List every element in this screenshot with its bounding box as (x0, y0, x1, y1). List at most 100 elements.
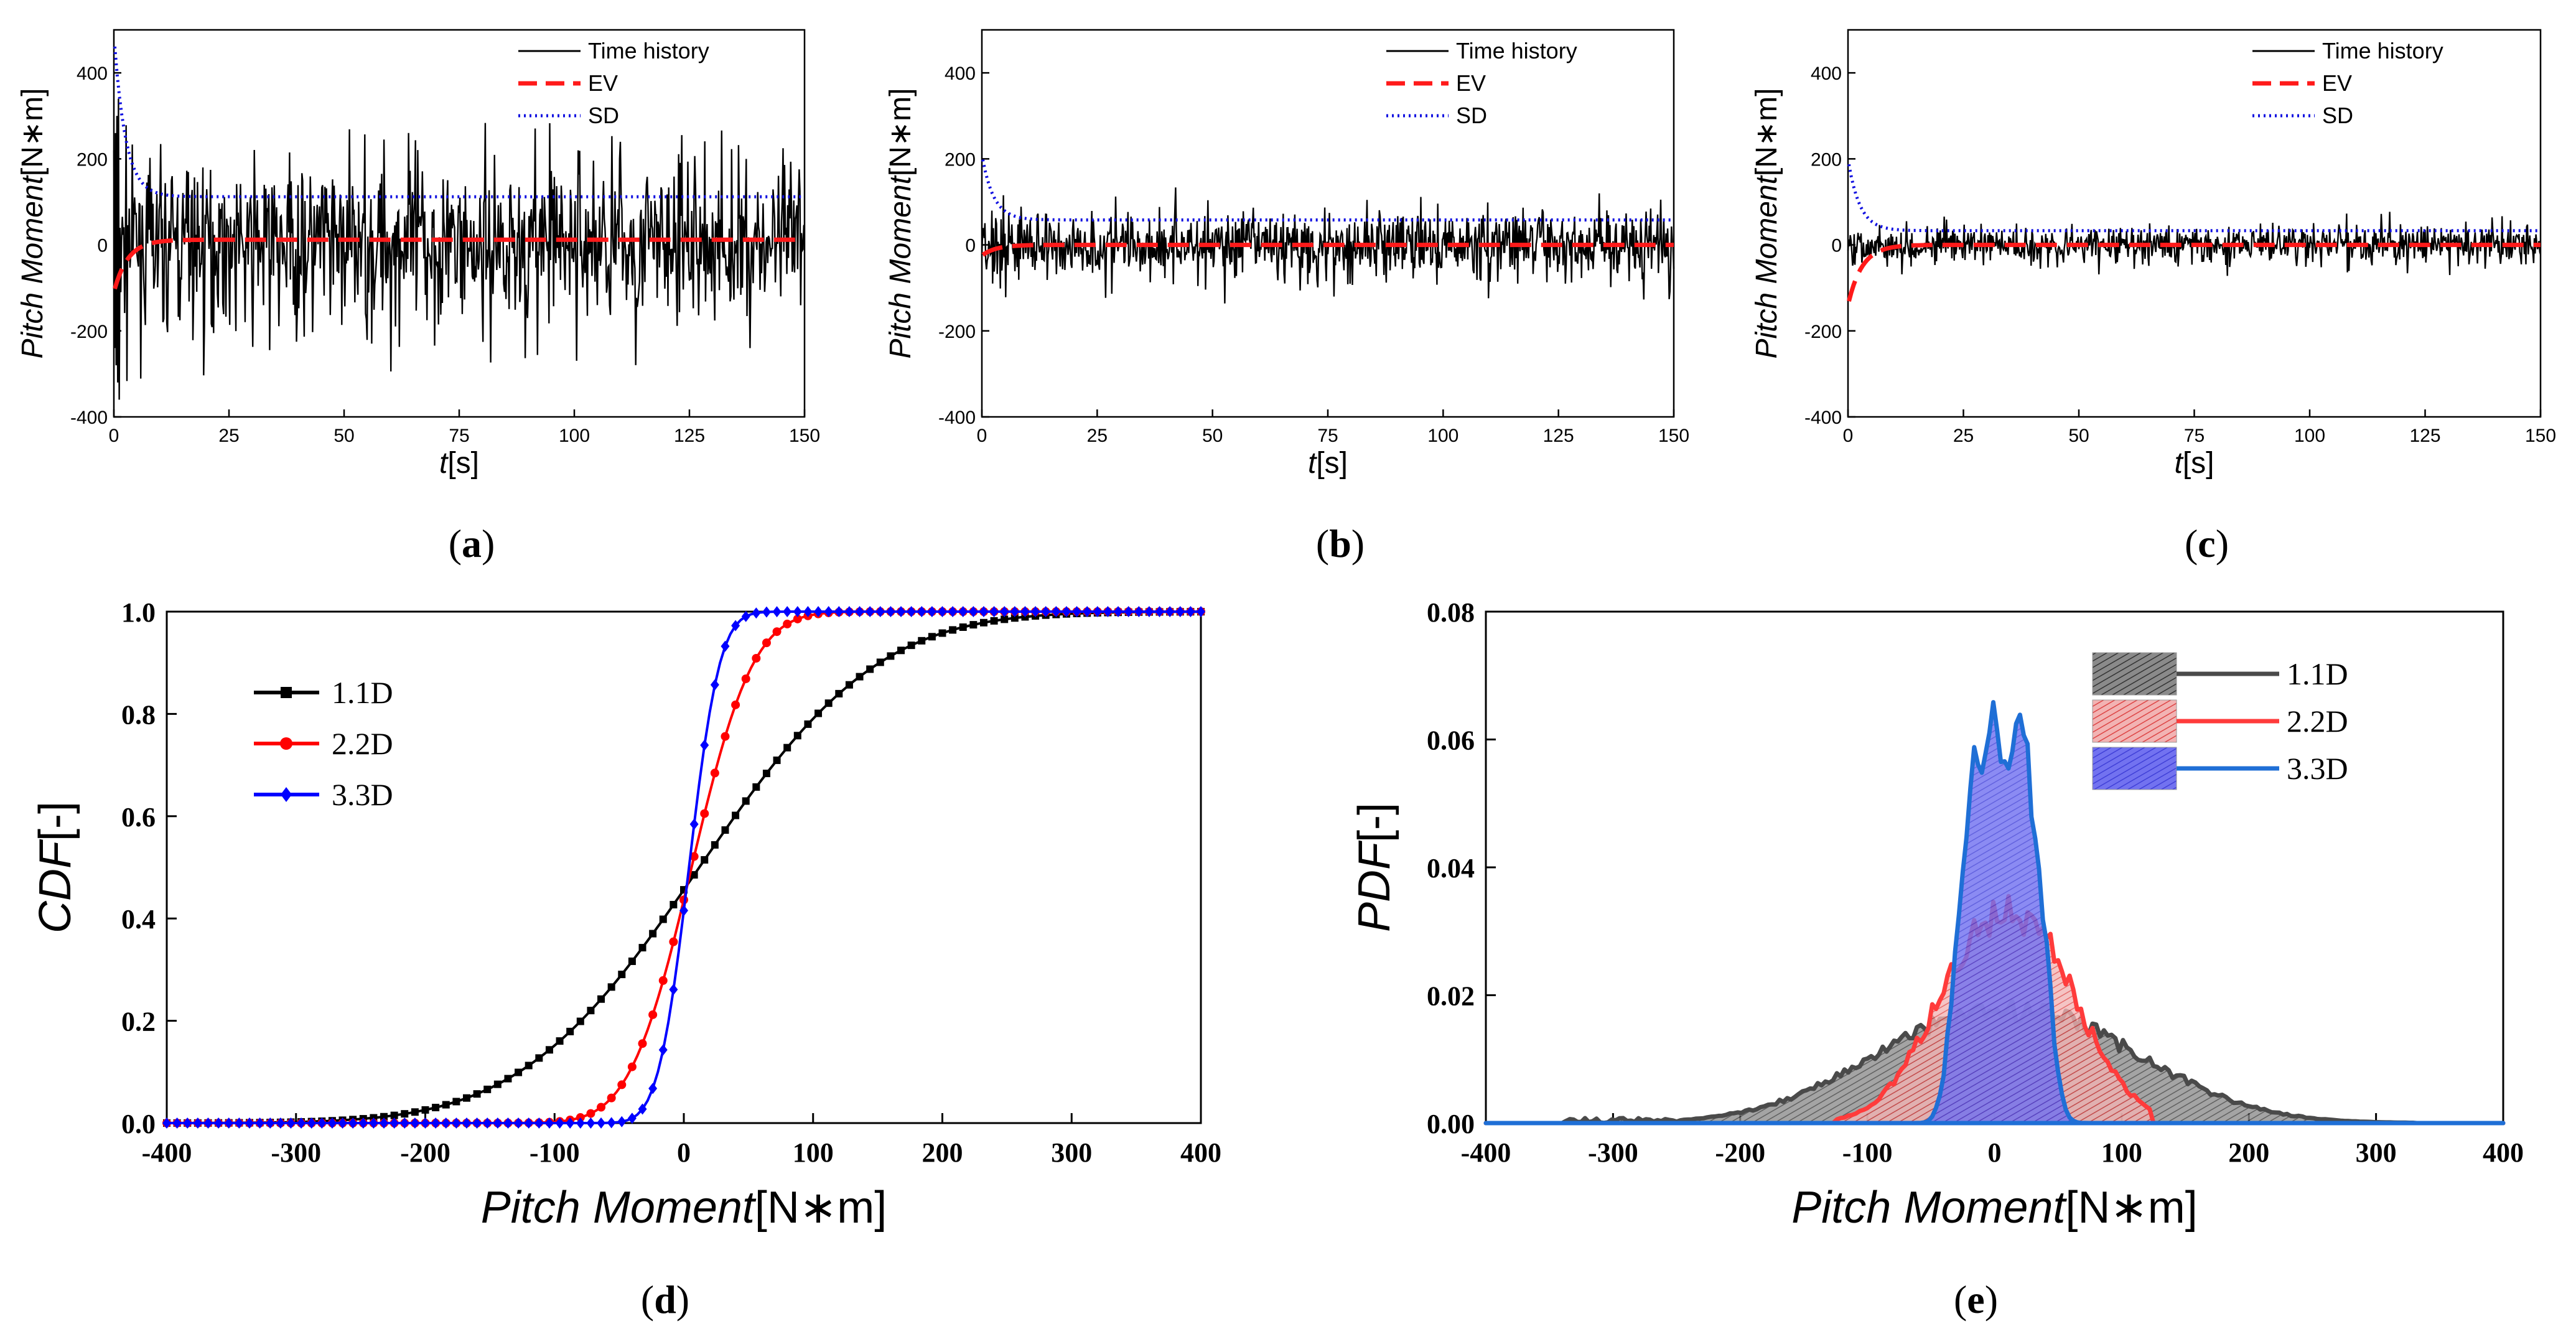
point-1.1D (587, 1007, 595, 1015)
point-2.2D (638, 1039, 647, 1048)
point-3.3D (1186, 606, 1195, 617)
series-sd (1847, 164, 2541, 233)
legend-label: SD (2322, 103, 2353, 128)
point-3.3D (700, 739, 709, 751)
point-1.1D (473, 1090, 481, 1098)
point-3.3D (679, 905, 688, 917)
point-3.3D (938, 606, 947, 617)
point-1.1D (928, 633, 936, 641)
point-2.2D (741, 674, 750, 683)
point-3.3D (431, 1117, 441, 1129)
series-sd (981, 159, 1674, 222)
x-tick-label: 300 (1051, 1137, 1092, 1168)
point-3.3D (1165, 606, 1175, 617)
x-tick-label: 0 (1988, 1137, 2002, 1168)
x-tick-label: -100 (1842, 1137, 1893, 1168)
x-tick-label: 25 (218, 426, 239, 446)
point-3.3D (400, 1117, 409, 1129)
x-tick-label: -400 (1461, 1137, 1511, 1168)
point-1.1D (824, 699, 833, 707)
caption-letter: e (1967, 1277, 1984, 1322)
point-1.1D (618, 971, 626, 979)
point-3.3D (721, 640, 730, 652)
point-1.1D (432, 1104, 440, 1112)
point-3.3D (555, 1117, 564, 1129)
y-axis-var: Pitch Moment (16, 175, 49, 358)
y-axis-title: CDF[-] (30, 801, 80, 933)
panel-caption: (a) (449, 521, 495, 566)
point-1.1D (493, 1080, 502, 1088)
y-axis-unit: [N∗m] (884, 88, 917, 177)
x-tick-label: 50 (1202, 426, 1223, 446)
legend-swatch (2092, 699, 2177, 743)
y-axis-unit: [-] (30, 801, 80, 841)
x-axis-var: t (1308, 447, 1317, 480)
point-1.1D (949, 626, 957, 634)
point-1.1D (701, 856, 709, 864)
point-1.1D (628, 957, 636, 965)
x-tick-label: 100 (1427, 426, 1458, 446)
point-2.2D (586, 1109, 595, 1118)
x-axis-title: t[s] (2174, 447, 2214, 480)
legend-label: EV (1456, 70, 1486, 96)
point-1.1D (535, 1054, 543, 1062)
point-1.1D (421, 1106, 429, 1114)
x-tick-label: -300 (271, 1137, 321, 1168)
x-tick-label: 150 (789, 426, 820, 446)
point-3.3D (369, 1117, 378, 1129)
point-3.3D (886, 606, 895, 617)
point-1.1D (866, 665, 874, 673)
y-tick-label: 200 (945, 149, 976, 170)
point-1.1D (907, 641, 915, 650)
point-3.3D (452, 1117, 461, 1129)
y-tick-label: 0.6 (121, 802, 156, 833)
x-tick-label: 25 (1087, 426, 1108, 446)
point-1.1D (545, 1046, 553, 1054)
y-tick-label: 0.04 (1427, 853, 1475, 884)
point-3.3D (597, 1117, 606, 1129)
point-3.3D (576, 1117, 585, 1129)
y-axis-var: Pitch Moment (1750, 175, 1783, 358)
point-3.3D (421, 1117, 430, 1129)
point-3.3D (989, 606, 999, 617)
point-3.3D (462, 1117, 471, 1129)
point-3.3D (245, 1117, 254, 1129)
point-3.3D (979, 606, 988, 617)
point-3.3D (1155, 606, 1164, 617)
x-axis-unit: [s] (2183, 447, 2214, 480)
x-axis-unit: [N∗m] (2065, 1183, 2197, 1233)
y-axis-var: Pitch Moment (884, 175, 917, 358)
x-tick-label: 0 (109, 426, 119, 446)
series-sd (113, 46, 805, 198)
x-tick-label: 125 (1543, 426, 1574, 446)
point-2.2D (731, 700, 740, 709)
y-tick-label: -200 (1804, 322, 1842, 342)
point-1.1D (442, 1101, 450, 1109)
point-3.3D (358, 1117, 368, 1129)
panel-caption: (b) (1316, 521, 1365, 566)
series-3.3D-area (1483, 700, 2506, 1126)
point-3.3D (1124, 606, 1133, 617)
point-3.3D (741, 610, 750, 622)
y-tick-label: 0.02 (1427, 981, 1475, 1012)
point-2.2D (772, 627, 782, 637)
point-3.3D (297, 1117, 306, 1129)
x-tick-label: 50 (2068, 426, 2089, 446)
legend-label: 3.3D (2287, 751, 2348, 786)
point-3.3D (669, 984, 678, 996)
point-3.3D (783, 606, 792, 618)
point-3.3D (793, 606, 802, 618)
caption-letter: b (1329, 521, 1351, 566)
x-tick-label: 100 (793, 1137, 834, 1168)
x-tick-label: -400 (142, 1137, 192, 1168)
x-tick-label: 75 (1317, 426, 1338, 446)
x-tick-label: 75 (2184, 426, 2205, 446)
point-1.1D (690, 871, 698, 879)
y-axis-title: PDF[-] (1350, 803, 1399, 932)
point-3.3D (441, 1117, 450, 1129)
point-1.1D (566, 1027, 574, 1035)
legend-label: Time history (588, 38, 709, 63)
y-tick-label: 0.8 (121, 699, 156, 730)
point-3.3D (958, 606, 968, 617)
